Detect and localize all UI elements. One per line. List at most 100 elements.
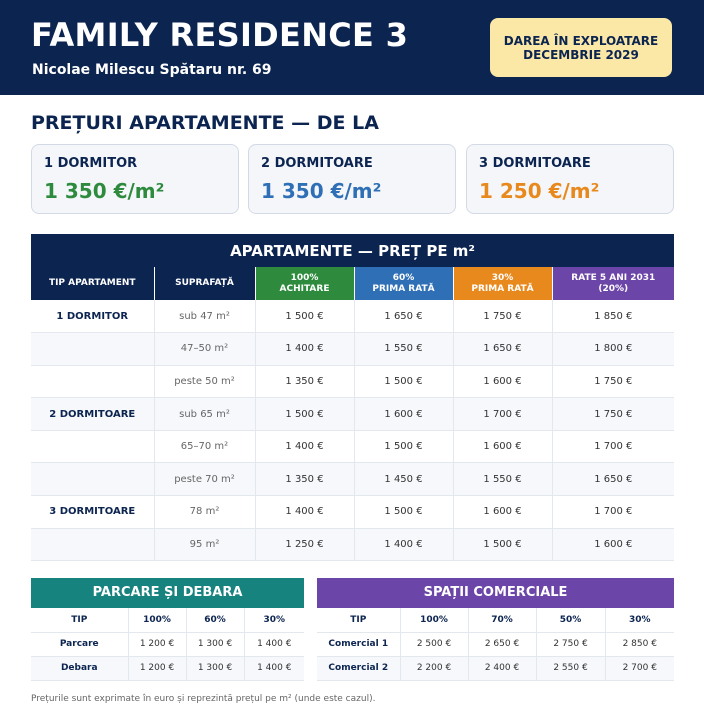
project-address: Nicolae Milescu Spătaru nr. 69 — [32, 62, 272, 78]
parking-table-header: TIP 100% 60% 30% — [31, 608, 304, 633]
column-header: TIP — [317, 608, 400, 633]
commercial-table-title: SPAȚII COMERCIALE — [317, 578, 674, 608]
price-100-cell: 1 400 € — [254, 430, 354, 464]
price-100-cell: 1 350 € — [254, 462, 354, 497]
apartment-type-cell — [31, 528, 154, 562]
column-header-line2: PRIMA RATĂ — [372, 283, 435, 294]
column-header-line2: ACHITARE — [279, 283, 330, 294]
price-30-cell: 1 650 € — [452, 332, 552, 366]
column-header: 100% ACHITARE — [254, 267, 354, 300]
column-header: SUPRAFAȚĂ — [153, 267, 255, 300]
apartments-table-title: APARTAMENTE — PREȚ PE m² — [31, 234, 675, 267]
price-30-cell: 1 600 € — [452, 495, 552, 529]
price-cell: 1 200 € — [127, 656, 186, 681]
price-card-value: 1 250 €/m² — [479, 179, 600, 203]
price-100-cell: 1 500 € — [254, 397, 354, 431]
price-cell: 2 200 € — [399, 656, 468, 681]
apartment-type-cell: 2 DORMITOARE — [31, 397, 154, 431]
price-card-value: 1 350 €/m² — [44, 179, 165, 203]
price-100-cell: 1 250 € — [254, 528, 354, 562]
price-cell: 1 400 € — [243, 656, 304, 681]
price-cell: 1 300 € — [185, 632, 244, 657]
area-cell: 65–70 m² — [153, 430, 255, 464]
price-30-cell: 1 600 € — [452, 365, 552, 399]
header: FAMILY RESIDENCE 3 Nicolae Milescu Spăta… — [0, 0, 704, 95]
price-rate-cell: 1 700 € — [551, 495, 675, 529]
table-row: 3 DORMITOARE 78 m² 1 400 €1 500 €1 600 €1 … — [31, 495, 675, 529]
table-row: peste 50 m² 1 350 €1 500 €1 600 €1 750 € — [31, 365, 675, 399]
column-header-line1: 100% — [290, 272, 319, 283]
column-header-line2: PRIMA RATĂ — [471, 283, 534, 294]
price-card-label: 2 DORMITOARE — [261, 156, 373, 171]
price-60-cell: 1 500 € — [353, 495, 453, 529]
area-cell: sub 65 m² — [153, 397, 255, 431]
column-header: 30% — [604, 608, 674, 633]
price-60-cell: 1 400 € — [353, 528, 453, 562]
apartments-price-table: APARTAMENTE — PREȚ PE m² TIP APARTAMENT S… — [31, 234, 675, 562]
price-cell: 2 650 € — [467, 632, 536, 657]
type-cell: Comercial 1 — [317, 632, 400, 657]
parking-table: TIP 100% 60% 30% Parcare 1 200 €1 300 €1 400… — [31, 608, 304, 681]
column-header: 30% PRIMA RATĂ — [452, 267, 552, 300]
parking-table-title: PARCARE ȘI DEBARA — [31, 578, 304, 608]
column-header-line1: TIP APARTAMENT — [48, 278, 136, 288]
column-header-line1: SUPRAFAȚĂ — [175, 278, 234, 288]
price-30-cell: 1 700 € — [452, 397, 552, 431]
area-cell: 78 m² — [153, 495, 255, 529]
column-header: 100% — [127, 608, 186, 633]
price-card-label: 1 DORMITOR — [44, 156, 138, 171]
price-60-cell: 1 450 € — [353, 462, 453, 497]
price-rate-cell: 1 800 € — [551, 332, 675, 366]
price-100-cell: 1 350 € — [254, 365, 354, 399]
column-header: RATE 5 ANI 2031 (20%) — [551, 267, 675, 300]
column-header: TIP — [31, 608, 128, 633]
price-card-label: 3 DORMITOARE — [479, 156, 591, 171]
table-row: Parcare 1 200 €1 300 €1 400 € — [31, 632, 304, 657]
column-header-line1: 60% — [392, 272, 415, 283]
column-header-line1: RATE 5 ANI 2031 — [571, 272, 656, 283]
price-cell: 1 300 € — [185, 656, 244, 681]
apartment-type-cell — [31, 332, 154, 366]
table-row: 95 m² 1 250 €1 400 €1 500 €1 600 € — [31, 528, 675, 562]
price-rate-cell: 1 600 € — [551, 528, 675, 562]
price-card-2-bedrooms: 2 DORMITOARE 1 350 €/m² — [248, 144, 456, 214]
type-cell: Comercial 2 — [317, 656, 400, 681]
table-row: 1 DORMITOR sub 47 m² 1 500 €1 650 €1 750 €… — [31, 300, 675, 334]
area-cell: 95 m² — [153, 528, 255, 562]
price-30-cell: 1 600 € — [452, 430, 552, 464]
price-card-1-bedroom: 1 DORMITOR 1 350 €/m² — [31, 144, 239, 214]
price-60-cell: 1 550 € — [353, 332, 453, 366]
column-header: 70% — [467, 608, 536, 633]
price-rate-cell: 1 850 € — [551, 300, 675, 334]
price-rate-cell: 1 650 € — [551, 462, 675, 497]
price-60-cell: 1 500 € — [353, 430, 453, 464]
area-cell: peste 70 m² — [153, 462, 255, 497]
type-cell: Parcare — [31, 632, 128, 657]
apartment-type-cell — [31, 462, 154, 497]
column-header: 50% — [535, 608, 605, 633]
delivery-date: DECEMBRIE 2029 — [523, 47, 639, 62]
type-cell: Debara — [31, 656, 128, 681]
price-cell: 2 550 € — [535, 656, 605, 681]
column-header-line2: (20%) — [598, 283, 629, 294]
column-header-line1: 30% — [491, 272, 514, 283]
delivery-label: DAREA ÎN EXPLOATARE — [503, 33, 659, 48]
price-100-cell: 1 400 € — [254, 495, 354, 529]
price-cell: 1 400 € — [243, 632, 304, 657]
apartments-table-header: TIP APARTAMENT SUPRAFAȚĂ 100% ACHITARE 60% PR… — [31, 267, 675, 300]
price-rate-cell: 1 700 € — [551, 430, 675, 464]
project-title: FAMILY RESIDENCE 3 — [31, 16, 409, 54]
apartment-type-cell: 3 DORMITOARE — [31, 495, 154, 529]
table-row: 2 DORMITOARE sub 65 m² 1 500 €1 600 €1 700… — [31, 397, 675, 431]
footnote: Prețurile sunt exprimate în euro și repr… — [31, 694, 376, 704]
price-60-cell: 1 650 € — [353, 300, 453, 334]
price-60-cell: 1 500 € — [353, 365, 453, 399]
price-cell: 2 700 € — [604, 656, 674, 681]
price-100-cell: 1 500 € — [254, 300, 354, 334]
apartment-type-cell — [31, 365, 154, 399]
price-rate-cell: 1 750 € — [551, 365, 675, 399]
apartment-type-cell: 1 DORMITOR — [31, 300, 154, 334]
